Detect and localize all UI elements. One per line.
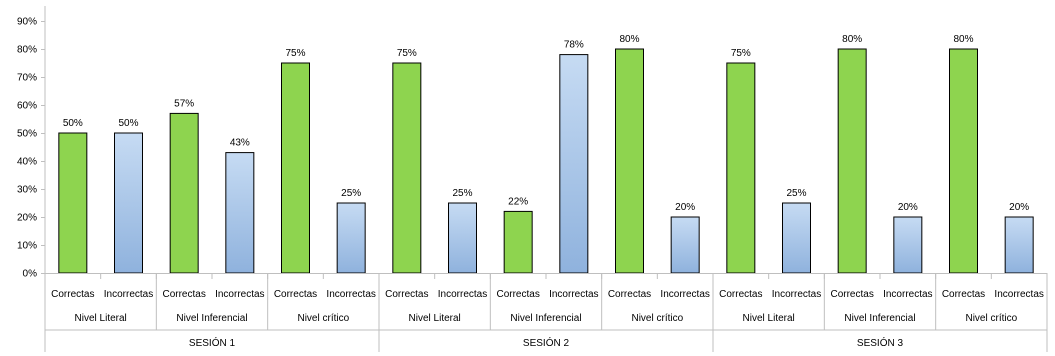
category-label: Correctas — [942, 289, 985, 300]
y-tick-label: 70% — [17, 73, 37, 84]
category-label: Incorrectas — [994, 289, 1043, 300]
level-label: Nivel Inferencial — [844, 313, 915, 324]
bar-incorrectas — [893, 216, 923, 274]
bar-correctas — [58, 132, 88, 274]
category-label: Incorrectas — [215, 289, 264, 300]
bar-incorrectas — [225, 152, 255, 274]
data-labels: 50% 50% 57% 43% 75% 25% 75% 25% 22% 78% 80% 20% 75% 2… — [63, 34, 1029, 213]
y-tick-label: 90% — [17, 17, 37, 28]
category-axis: Correctas Incorrectas Correctas Incorrectas… — [41, 6, 1048, 352]
data-label: 22% — [508, 196, 528, 207]
bar-incorrectas — [559, 54, 589, 274]
bar-correctas — [837, 48, 867, 274]
y-tick-label: 80% — [17, 45, 37, 56]
y-tick-label: 10% — [17, 241, 37, 252]
category-label: Correctas — [51, 289, 94, 300]
data-label: 20% — [1009, 202, 1029, 213]
category-label: Incorrectas — [772, 289, 821, 300]
data-label: 25% — [786, 188, 806, 199]
bar-correctas — [615, 48, 644, 274]
category-label: Correctas — [162, 289, 205, 300]
bar-correctas — [503, 210, 533, 274]
category-label: Incorrectas — [549, 289, 598, 300]
data-label: 75% — [731, 48, 751, 59]
data-label: 80% — [619, 34, 639, 45]
bar-incorrectas — [670, 216, 700, 274]
bar-incorrectas — [114, 132, 143, 274]
category-label: Incorrectas — [883, 289, 932, 300]
bar-correctas — [726, 62, 756, 274]
category-label: Correctas — [274, 289, 317, 300]
bar-correctas — [281, 62, 310, 274]
data-label: 25% — [452, 188, 472, 199]
category-label: Incorrectas — [660, 289, 709, 300]
level-label: Nivel Literal — [743, 313, 795, 324]
session-label: SESIÓN 2 — [523, 336, 570, 349]
category-label: Correctas — [496, 289, 539, 300]
category-label: Incorrectas — [104, 289, 153, 300]
level-label: Nivel crítico — [965, 313, 1017, 324]
y-tick-label: 40% — [17, 157, 37, 168]
data-label: 43% — [230, 138, 250, 149]
data-label: 25% — [341, 188, 361, 199]
level-label: Nivel Literal — [75, 313, 127, 324]
data-label: 50% — [63, 118, 83, 129]
bars — [58, 48, 1034, 274]
bar-incorrectas — [336, 202, 366, 274]
session-label: SESIÓN 1 — [189, 336, 236, 349]
y-tick-label: 30% — [17, 185, 37, 196]
bar-correctas — [392, 62, 422, 274]
bar-incorrectas — [448, 202, 477, 274]
data-label: 78% — [564, 40, 584, 51]
bar-correctas — [169, 112, 199, 274]
level-label: Nivel Inferencial — [510, 313, 581, 324]
data-label: 80% — [953, 34, 973, 45]
data-label: 75% — [397, 48, 417, 59]
y-tick-label: 50% — [17, 129, 37, 140]
level-label: Nivel crítico — [631, 313, 683, 324]
category-label: Correctas — [830, 289, 873, 300]
y-tick-label: 60% — [17, 101, 37, 112]
level-label: Nivel Literal — [409, 313, 461, 324]
category-label: Incorrectas — [326, 289, 375, 300]
data-label: 57% — [174, 98, 194, 109]
y-tick-label: 0% — [23, 269, 38, 280]
data-label: 75% — [285, 48, 305, 59]
session-label: SESIÓN 3 — [857, 336, 904, 349]
data-label: 20% — [898, 202, 918, 213]
bar-incorrectas — [1004, 216, 1034, 274]
bar-incorrectas — [782, 202, 811, 274]
level-label: Nivel Inferencial — [176, 313, 247, 324]
data-label: 20% — [675, 202, 695, 213]
y-axis: 0% 10% 20% 30% 40% 50% 60% 70% 80% 90% — [17, 17, 45, 280]
y-tick-label: 20% — [17, 213, 37, 224]
level-label: Nivel crítico — [297, 313, 349, 324]
category-label: Correctas — [719, 289, 762, 300]
category-label: Correctas — [608, 289, 651, 300]
bar-correctas — [949, 48, 978, 274]
category-label: Correctas — [385, 289, 428, 300]
category-label: Incorrectas — [438, 289, 487, 300]
data-label: 80% — [842, 34, 862, 45]
data-label: 50% — [118, 118, 138, 129]
